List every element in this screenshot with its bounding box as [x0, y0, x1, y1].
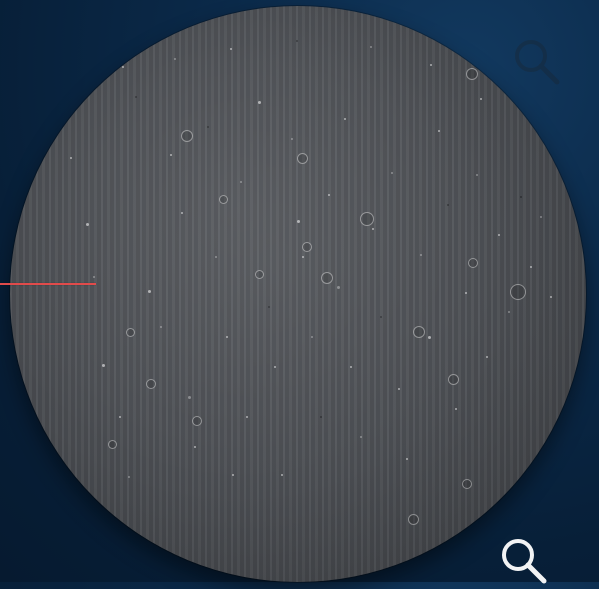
sample-speck	[350, 366, 352, 368]
sample-speck	[230, 48, 232, 50]
sample-speck	[226, 336, 228, 338]
sample-speck	[268, 306, 270, 308]
surface-pit	[302, 242, 312, 252]
sample-speck	[258, 101, 261, 104]
surface-pit	[126, 328, 135, 337]
sample-speck	[174, 58, 176, 60]
sample-speck	[160, 326, 162, 328]
sample-speck	[102, 364, 105, 367]
surface-pit	[360, 212, 374, 226]
sample-speck	[391, 172, 393, 174]
surface-pit	[192, 416, 202, 426]
sample-speck	[476, 174, 478, 176]
sample-speck	[550, 296, 552, 298]
surface-pit	[510, 284, 526, 300]
surface-pit	[108, 440, 117, 449]
sample-speck	[148, 290, 151, 293]
surface-pit	[146, 379, 156, 389]
sample-speck	[311, 336, 313, 338]
sample-speck	[232, 474, 234, 476]
sample-speck	[438, 130, 440, 132]
search-icon[interactable]	[509, 34, 565, 90]
sample-speck	[170, 154, 172, 156]
sample-speck	[274, 366, 276, 368]
surface-pit	[413, 326, 425, 338]
sample-speck	[188, 396, 191, 399]
sample-speck	[530, 266, 532, 268]
sample-speck	[135, 96, 137, 98]
surface-pit	[255, 270, 264, 279]
sample-speck	[240, 181, 242, 183]
surface-pit	[448, 374, 459, 385]
surface-pit	[462, 479, 472, 489]
sample-speck	[119, 416, 121, 418]
sample-speck	[281, 474, 283, 476]
search-icon[interactable]	[496, 533, 552, 589]
sample-speck	[302, 256, 304, 258]
sample-speck	[122, 66, 124, 68]
sample-speck	[406, 458, 408, 460]
sample-speck	[480, 98, 482, 100]
sample-speck	[447, 204, 449, 206]
sample-speck	[246, 416, 248, 418]
sample-speck	[297, 220, 300, 223]
microscope-sample-image	[10, 6, 586, 582]
surface-pit	[468, 258, 478, 268]
sample-speck	[194, 446, 196, 448]
sample-speck	[420, 254, 422, 256]
sample-speck	[328, 194, 330, 196]
surface-pit	[297, 153, 308, 164]
sample-speck	[215, 256, 217, 258]
sample-speck	[370, 46, 372, 48]
surface-pit	[219, 195, 228, 204]
sample-speck	[291, 138, 293, 140]
red-marker-line	[0, 283, 96, 285]
sample-speck	[360, 436, 362, 438]
sample-speck	[337, 286, 340, 289]
surface-pit	[181, 130, 193, 142]
sample-speck	[428, 336, 431, 339]
sample-speck	[128, 476, 130, 478]
sample-speck	[540, 216, 542, 218]
sample-speck	[344, 118, 346, 120]
sample-speck	[455, 408, 457, 410]
surface-pit	[466, 68, 478, 80]
sample-speck	[93, 276, 95, 278]
sample-speck	[320, 416, 322, 418]
sample-speck	[398, 388, 400, 390]
sample-speck	[296, 40, 298, 42]
sample-speck	[520, 196, 522, 198]
sample-speck	[508, 311, 510, 313]
sample-speck	[430, 64, 432, 66]
sample-speck	[46, 124, 49, 127]
sample-speck	[181, 212, 183, 214]
surface-pit	[321, 272, 333, 284]
sample-speck	[86, 223, 89, 226]
sample-speck	[207, 126, 209, 128]
sample-speck	[498, 234, 500, 236]
sample-speck	[486, 356, 488, 358]
sample-speck	[372, 228, 374, 230]
sample-speck	[70, 157, 72, 159]
sample-speck	[465, 292, 467, 294]
sample-speck	[380, 316, 382, 318]
surface-pit	[408, 514, 419, 525]
